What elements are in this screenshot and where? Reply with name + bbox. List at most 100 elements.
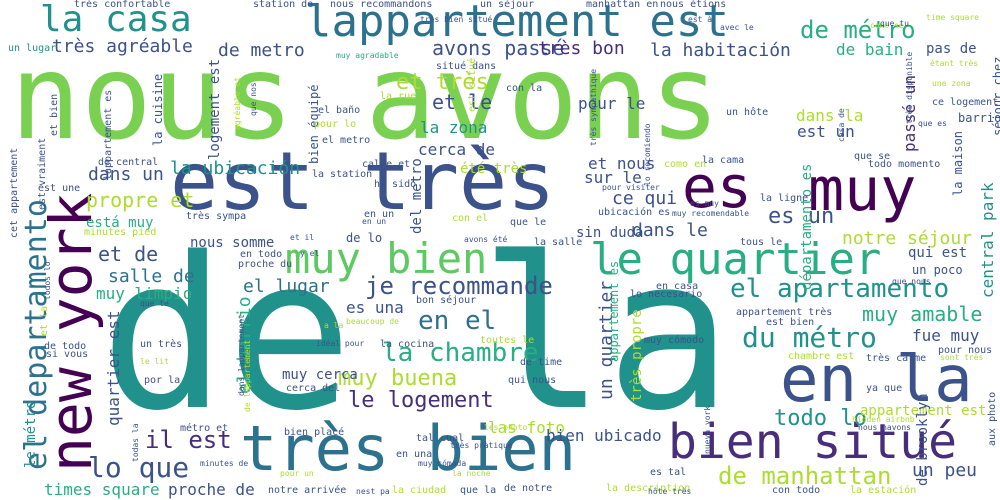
word-muy: muy — [808, 155, 917, 225]
word-salle-de: salle de — [108, 266, 195, 287]
word-es-muy: es muy — [690, 199, 719, 208]
word-que-te: que te — [140, 299, 169, 308]
word-muy-amable: muy amable — [862, 302, 983, 326]
word-quartier-est: quartier est — [104, 310, 123, 426]
word-todo-lo: todo lo — [774, 406, 867, 431]
word-manhattan-en: manhattan en — [586, 0, 659, 10]
word-fue-muy: fue muy — [912, 326, 980, 345]
word-est-tres: est très — [170, 135, 556, 228]
word-todas-la: todas la — [131, 423, 140, 462]
word-time-square: time square — [926, 13, 979, 22]
word-con-todo: con todo — [772, 485, 821, 496]
word-metro-et: métro et — [180, 423, 229, 434]
word-sin-duda: sin duda — [576, 225, 644, 241]
word-minutes-de: minutes de — [200, 459, 249, 468]
word-ce-qui: ce qui — [612, 188, 678, 209]
word-por-la: por la — [144, 375, 181, 386]
word-dans-un: dans un — [88, 164, 164, 185]
word-nest-pa: nest pa — [356, 487, 390, 496]
word-qui-nous: qui nous — [508, 375, 557, 386]
word-el-apartamento: el apartamento — [730, 274, 950, 304]
word-muy-agradable: muy agradable — [336, 51, 399, 60]
word-le-metro: le métro — [23, 400, 39, 468]
word-tal-cual: tal cual — [416, 433, 465, 444]
word-et-tres: et très — [396, 70, 489, 95]
word-tres-pratique: très pratique — [450, 441, 513, 450]
word-si-vous: si vous — [46, 349, 89, 360]
word-bien-ubicado: bien ubicado — [546, 426, 662, 445]
word-proche-de: proche de — [168, 480, 255, 499]
word-muy-comodo: muy cómodo — [644, 335, 705, 346]
word-lappartement-es: lappartement es — [103, 89, 114, 180]
word-como-se: como se — [870, 21, 904, 30]
word-de-manhattan: de manhattan — [718, 462, 892, 490]
word-station-de: station de — [253, 0, 314, 10]
word-il-est: il est — [145, 426, 232, 454]
word-pas-de: pas de — [926, 41, 977, 57]
word-et-la: et la — [39, 305, 50, 336]
word-et-nous: et nous — [588, 154, 656, 173]
word-todos-lo: todos lo — [43, 261, 52, 300]
word-la-ligne: la ligne — [760, 193, 809, 204]
word-nous-recommandons: nous recommandons — [330, 0, 433, 10]
word-je-recommande: je recommande — [365, 272, 553, 300]
word-tres-disponible: très disponible — [905, 51, 914, 124]
word-la-maison: la maison — [951, 130, 965, 196]
word-es: es — [682, 153, 752, 221]
word-dans-lappartement: dans lappartement — [237, 314, 246, 396]
word-muy-buena: muy buena — [338, 366, 458, 391]
word-tres-bien: très bien — [240, 412, 576, 485]
word-minutes-pied: minutes pied — [84, 227, 157, 238]
word-en-el: en el — [418, 306, 497, 336]
word-bien-place: bien placé — [284, 427, 345, 438]
word-en-todo: en todo — [240, 249, 283, 260]
word-en-casa: en casa — [656, 281, 699, 292]
word-beaucoup-de: beaucoup de — [346, 317, 399, 326]
word-que-la: que la — [460, 485, 497, 496]
word-que-tu: que tu — [880, 19, 909, 28]
word-hidden-airbnb: hidden airbnb — [852, 415, 915, 424]
word-que-se: que se — [854, 151, 891, 162]
word-ete-tres: été très — [460, 161, 528, 177]
word-propre-et: propre et — [86, 188, 195, 212]
word-que-nous: que nous — [892, 277, 931, 286]
word-un-lugar: un lugar — [8, 43, 57, 54]
word-la-cama: la cama — [702, 155, 745, 166]
word-une-zona: une zona — [932, 79, 971, 88]
word-en-un: en un — [364, 209, 395, 220]
word-et-bien: et bien — [49, 93, 60, 136]
word-de-brooklyn: de brooklyn — [915, 393, 931, 486]
word-muy-limpio: muy limpio — [96, 284, 193, 303]
word-muy-comoda: muy cómoda — [418, 459, 467, 468]
word-est-une: est une — [38, 183, 81, 194]
word-et-de: et de — [98, 242, 159, 266]
word-casa-de: casa de — [837, 108, 846, 142]
word-ideal-pour: idéal pour — [316, 339, 365, 348]
word-de-metro: de métro — [800, 16, 916, 44]
word-la-estacion: la estación — [850, 485, 917, 496]
word-pour-nous: pour nous — [938, 345, 993, 356]
word-est-situe: est situé — [467, 57, 478, 112]
word-tous-le: tous le — [740, 237, 783, 248]
word-que-es: que es — [918, 119, 947, 128]
word-un-poco: un poco — [912, 263, 963, 277]
word-tres-agreable: très agréable — [52, 36, 193, 57]
word-un-peu: un peu — [912, 460, 978, 481]
word-est-a: est à — [688, 15, 713, 24]
word-bien-situe: bien situé — [668, 414, 957, 470]
word-tres-sympa: très sympa — [186, 211, 247, 222]
word-la-description: la description — [606, 483, 691, 494]
word-toutes-le: toutes le — [480, 335, 535, 346]
word-en-la: en la — [780, 343, 973, 417]
word-aux-photo: aux photo — [987, 391, 998, 446]
word-logement-est: logement est — [207, 58, 223, 160]
word-pour-un: pour un — [280, 469, 314, 478]
word-nous-somme: nous somme — [190, 235, 275, 251]
word-la-rue: la rue — [380, 91, 417, 102]
word-el-bano: el baño — [318, 105, 361, 116]
word-un-hote: un hôte — [726, 107, 769, 118]
word-muy-cerca: muy cerca — [282, 367, 358, 383]
word-todo-momento: todo momento — [868, 159, 941, 170]
word-de-notre: de notre — [504, 483, 553, 494]
